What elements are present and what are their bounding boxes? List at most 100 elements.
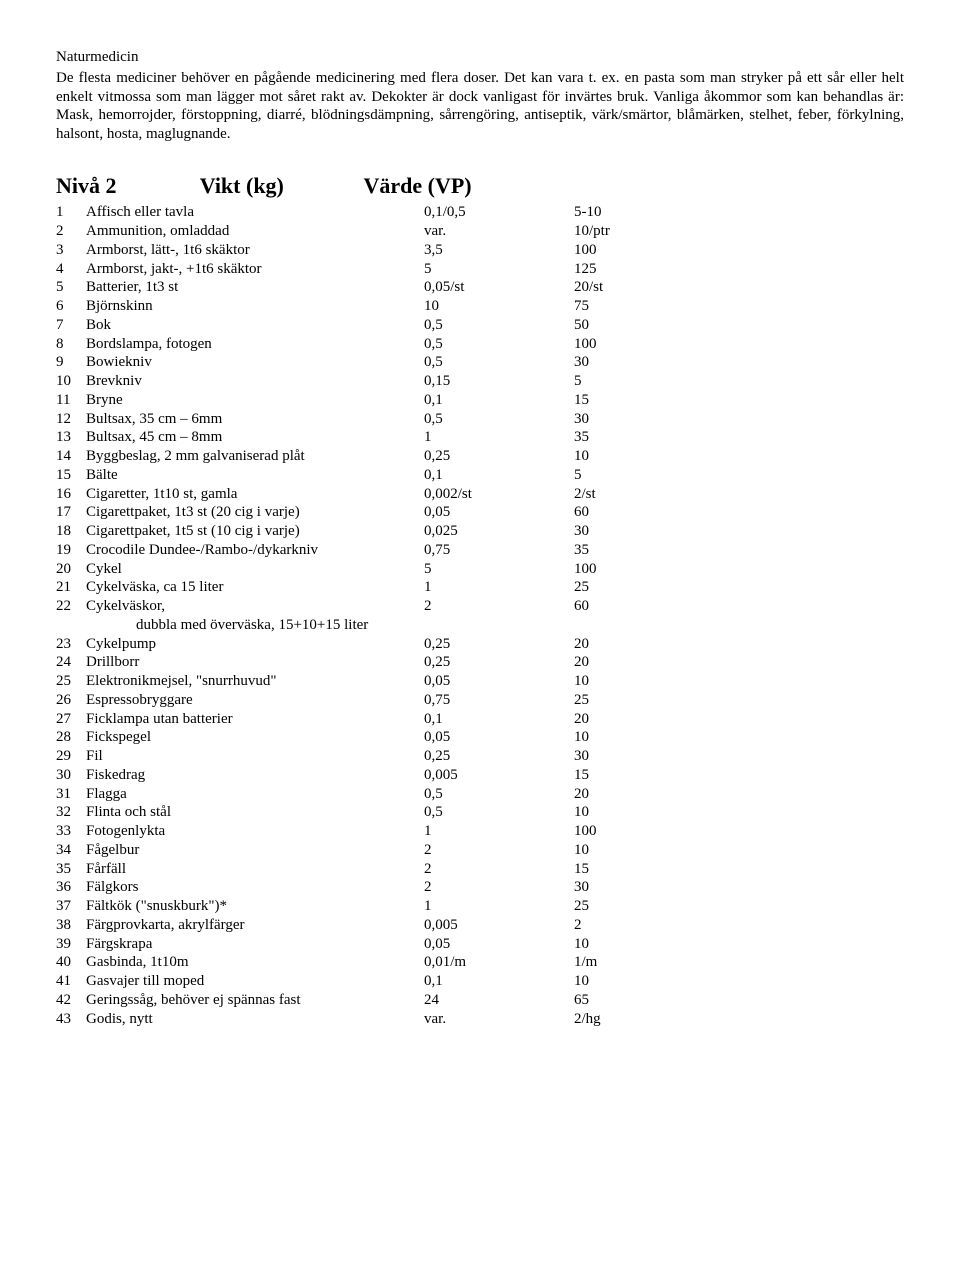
table-row: 28Fickspegel0,0510 xyxy=(56,728,610,747)
row-value: 35 xyxy=(574,428,610,447)
row-number: 23 xyxy=(56,635,86,654)
row-weight: 0,5 xyxy=(424,316,574,335)
row-weight: 10 xyxy=(424,297,574,316)
table-row: 17Cigarettpaket, 1t3 st (20 cig i varje)… xyxy=(56,503,610,522)
row-value: 125 xyxy=(574,260,610,279)
row-name: Cykelväskor, xyxy=(86,597,424,616)
row-value: 5-10 xyxy=(574,203,610,222)
table-row: 7Bok0,550 xyxy=(56,316,610,335)
row-value: 25 xyxy=(574,578,610,597)
table-row: 2Ammunition, omladdadvar.10/ptr xyxy=(56,222,610,241)
row-name: Fickspegel xyxy=(86,728,424,747)
row-value: 2/hg xyxy=(574,1010,610,1029)
row-weight: 0,5 xyxy=(424,803,574,822)
row-value: 60 xyxy=(574,503,610,522)
row-number: 6 xyxy=(56,297,86,316)
row-number: 4 xyxy=(56,260,86,279)
row-name: Drillborr xyxy=(86,653,424,672)
table-row: 6Björnskinn1075 xyxy=(56,297,610,316)
table-row: 19Crocodile Dundee-/Rambo-/dykarkniv0,75… xyxy=(56,541,610,560)
row-number: 8 xyxy=(56,335,86,354)
row-value: 30 xyxy=(574,522,610,541)
table-row: 27Ficklampa utan batterier0,120 xyxy=(56,710,610,729)
row-name: Flinta och stål xyxy=(86,803,424,822)
table-row: 9Bowiekniv0,530 xyxy=(56,353,610,372)
table-row: 1Affisch eller tavla0,1/0,55-10 xyxy=(56,203,610,222)
table-row: 29Fil0,2530 xyxy=(56,747,610,766)
row-name: Fälgkors xyxy=(86,878,424,897)
row-name: Fiskedrag xyxy=(86,766,424,785)
row-number: 36 xyxy=(56,878,86,897)
row-name: Bryne xyxy=(86,391,424,410)
row-weight: 0,002/st xyxy=(424,485,574,504)
row-weight: 0,025 xyxy=(424,522,574,541)
row-weight: 0,5 xyxy=(424,353,574,372)
row-weight: 0,01/m xyxy=(424,953,574,972)
table-row: 22Cykelväskor,260 xyxy=(56,597,610,616)
row-name: Cykelväska, ca 15 liter xyxy=(86,578,424,597)
table-row: 15Bälte0,15 xyxy=(56,466,610,485)
row-value: 20/st xyxy=(574,278,610,297)
row-weight: 0,1 xyxy=(424,391,574,410)
row-value: 30 xyxy=(574,410,610,429)
table-row: 16Cigaretter, 1t10 st, gamla0,002/st2/st xyxy=(56,485,610,504)
row-weight: 0,05 xyxy=(424,672,574,691)
row-value: 1/m xyxy=(574,953,610,972)
row-number: 43 xyxy=(56,1010,86,1029)
row-weight: 2 xyxy=(424,597,574,616)
table-row: 40Gasbinda, 1t10m0,01/m1/m xyxy=(56,953,610,972)
row-name: Fotogenlykta xyxy=(86,822,424,841)
row-number: 26 xyxy=(56,691,86,710)
row-number: 21 xyxy=(56,578,86,597)
row-weight: 1 xyxy=(424,428,574,447)
row-value: 65 xyxy=(574,991,610,1010)
item-table: 1Affisch eller tavla0,1/0,55-102Ammuniti… xyxy=(56,203,610,1028)
row-number: 11 xyxy=(56,391,86,410)
table-row: 20Cykel5100 xyxy=(56,560,610,579)
table-row: 23Cykelpump0,2520 xyxy=(56,635,610,654)
table-row: 38Färgprovkarta, akrylfärger0,0052 xyxy=(56,916,610,935)
row-number: 34 xyxy=(56,841,86,860)
row-name: Cykel xyxy=(86,560,424,579)
row-value: 10/ptr xyxy=(574,222,610,241)
row-number: 29 xyxy=(56,747,86,766)
row-number: 32 xyxy=(56,803,86,822)
table-row: 25Elektronikmejsel, "snurrhuvud"0,0510 xyxy=(56,672,610,691)
row-number: 17 xyxy=(56,503,86,522)
row-name: Godis, nytt xyxy=(86,1010,424,1029)
row-name: Armborst, lätt-, 1t6 skäktor xyxy=(86,241,424,260)
row-weight: 5 xyxy=(424,260,574,279)
row-weight: 0,5 xyxy=(424,785,574,804)
row-weight: 0,05/st xyxy=(424,278,574,297)
row-number: 15 xyxy=(56,466,86,485)
row-number: 10 xyxy=(56,372,86,391)
table-row: 3Armborst, lätt-, 1t6 skäktor3,5100 xyxy=(56,241,610,260)
row-weight: 3,5 xyxy=(424,241,574,260)
row-name: Cykelpump xyxy=(86,635,424,654)
row-number: 30 xyxy=(56,766,86,785)
table-row: 35Fårfäll215 xyxy=(56,860,610,879)
table-row: 26Espressobryggare0,7525 xyxy=(56,691,610,710)
row-name: Fil xyxy=(86,747,424,766)
row-weight: 0,25 xyxy=(424,653,574,672)
row-number: 5 xyxy=(56,278,86,297)
row-number: 18 xyxy=(56,522,86,541)
table-row: 36Fälgkors230 xyxy=(56,878,610,897)
row-value: 2 xyxy=(574,916,610,935)
row-number: 35 xyxy=(56,860,86,879)
row-weight: var. xyxy=(424,1010,574,1029)
row-value: 35 xyxy=(574,541,610,560)
row-number: 3 xyxy=(56,241,86,260)
row-weight: 0,05 xyxy=(424,728,574,747)
row-value: 25 xyxy=(574,897,610,916)
row-number: 19 xyxy=(56,541,86,560)
row-number: 27 xyxy=(56,710,86,729)
row-name: Espressobryggare xyxy=(86,691,424,710)
row-name: Geringssåg, behöver ej spännas fast xyxy=(86,991,424,1010)
table-row: 5Batterier, 1t3 st0,05/st20/st xyxy=(56,278,610,297)
row-value: 10 xyxy=(574,803,610,822)
row-weight: 0,1 xyxy=(424,466,574,485)
row-value: 5 xyxy=(574,466,610,485)
row-weight: 1 xyxy=(424,897,574,916)
row-name: Brevkniv xyxy=(86,372,424,391)
